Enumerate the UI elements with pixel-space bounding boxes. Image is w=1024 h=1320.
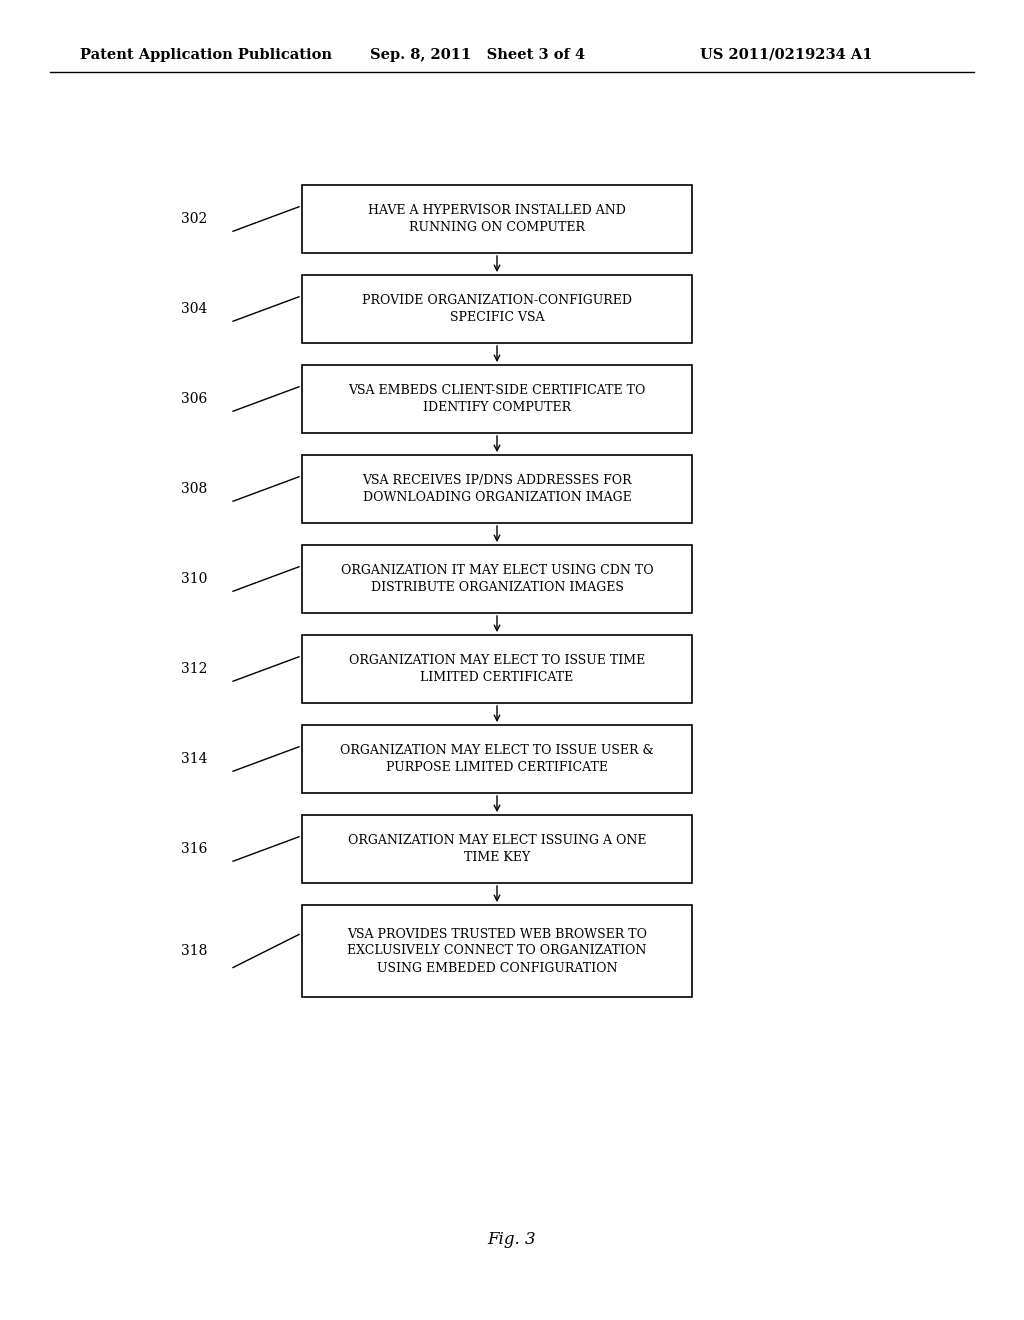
Text: ORGANIZATION MAY ELECT ISSUING A ONE
TIME KEY: ORGANIZATION MAY ELECT ISSUING A ONE TIM…	[348, 834, 646, 865]
Text: US 2011/0219234 A1: US 2011/0219234 A1	[700, 48, 872, 62]
Text: VSA EMBEDS CLIENT-SIDE CERTIFICATE TO
IDENTIFY COMPUTER: VSA EMBEDS CLIENT-SIDE CERTIFICATE TO ID…	[348, 384, 646, 414]
Text: 308: 308	[181, 482, 207, 496]
Text: Sep. 8, 2011   Sheet 3 of 4: Sep. 8, 2011 Sheet 3 of 4	[370, 48, 585, 62]
Text: 318: 318	[180, 944, 207, 958]
Bar	[302, 275, 692, 343]
Text: 312: 312	[180, 663, 207, 676]
Bar	[302, 906, 692, 997]
Text: Patent Application Publication: Patent Application Publication	[80, 48, 332, 62]
Text: 310: 310	[180, 572, 207, 586]
Text: ORGANIZATION MAY ELECT TO ISSUE TIME
LIMITED CERTIFICATE: ORGANIZATION MAY ELECT TO ISSUE TIME LIM…	[349, 653, 645, 684]
Text: Fig. 3: Fig. 3	[487, 1232, 537, 1249]
Text: 304: 304	[180, 302, 207, 315]
Text: 316: 316	[180, 842, 207, 855]
Text: VSA RECEIVES IP/DNS ADDRESSES FOR
DOWNLOADING ORGANIZATION IMAGE: VSA RECEIVES IP/DNS ADDRESSES FOR DOWNLO…	[362, 474, 632, 504]
Text: ORGANIZATION MAY ELECT TO ISSUE USER &
PURPOSE LIMITED CERTIFICATE: ORGANIZATION MAY ELECT TO ISSUE USER & P…	[340, 744, 653, 774]
Text: ORGANIZATION IT MAY ELECT USING CDN TO
DISTRIBUTE ORGANIZATION IMAGES: ORGANIZATION IT MAY ELECT USING CDN TO D…	[341, 564, 653, 594]
Bar	[302, 814, 692, 883]
Text: HAVE A HYPERVISOR INSTALLED AND
RUNNING ON COMPUTER: HAVE A HYPERVISOR INSTALLED AND RUNNING …	[368, 205, 626, 234]
Bar	[302, 725, 692, 793]
Bar	[302, 545, 692, 612]
Text: PROVIDE ORGANIZATION-CONFIGURED
SPECIFIC VSA: PROVIDE ORGANIZATION-CONFIGURED SPECIFIC…	[362, 294, 632, 323]
Text: 314: 314	[180, 752, 207, 766]
Bar	[302, 455, 692, 523]
Text: 302: 302	[181, 213, 207, 226]
Text: 306: 306	[181, 392, 207, 407]
Text: VSA PROVIDES TRUSTED WEB BROWSER TO
EXCLUSIVELY CONNECT TO ORGANIZATION
USING EM: VSA PROVIDES TRUSTED WEB BROWSER TO EXCL…	[347, 928, 647, 974]
Bar	[302, 185, 692, 253]
Bar	[302, 635, 692, 704]
Bar	[302, 366, 692, 433]
